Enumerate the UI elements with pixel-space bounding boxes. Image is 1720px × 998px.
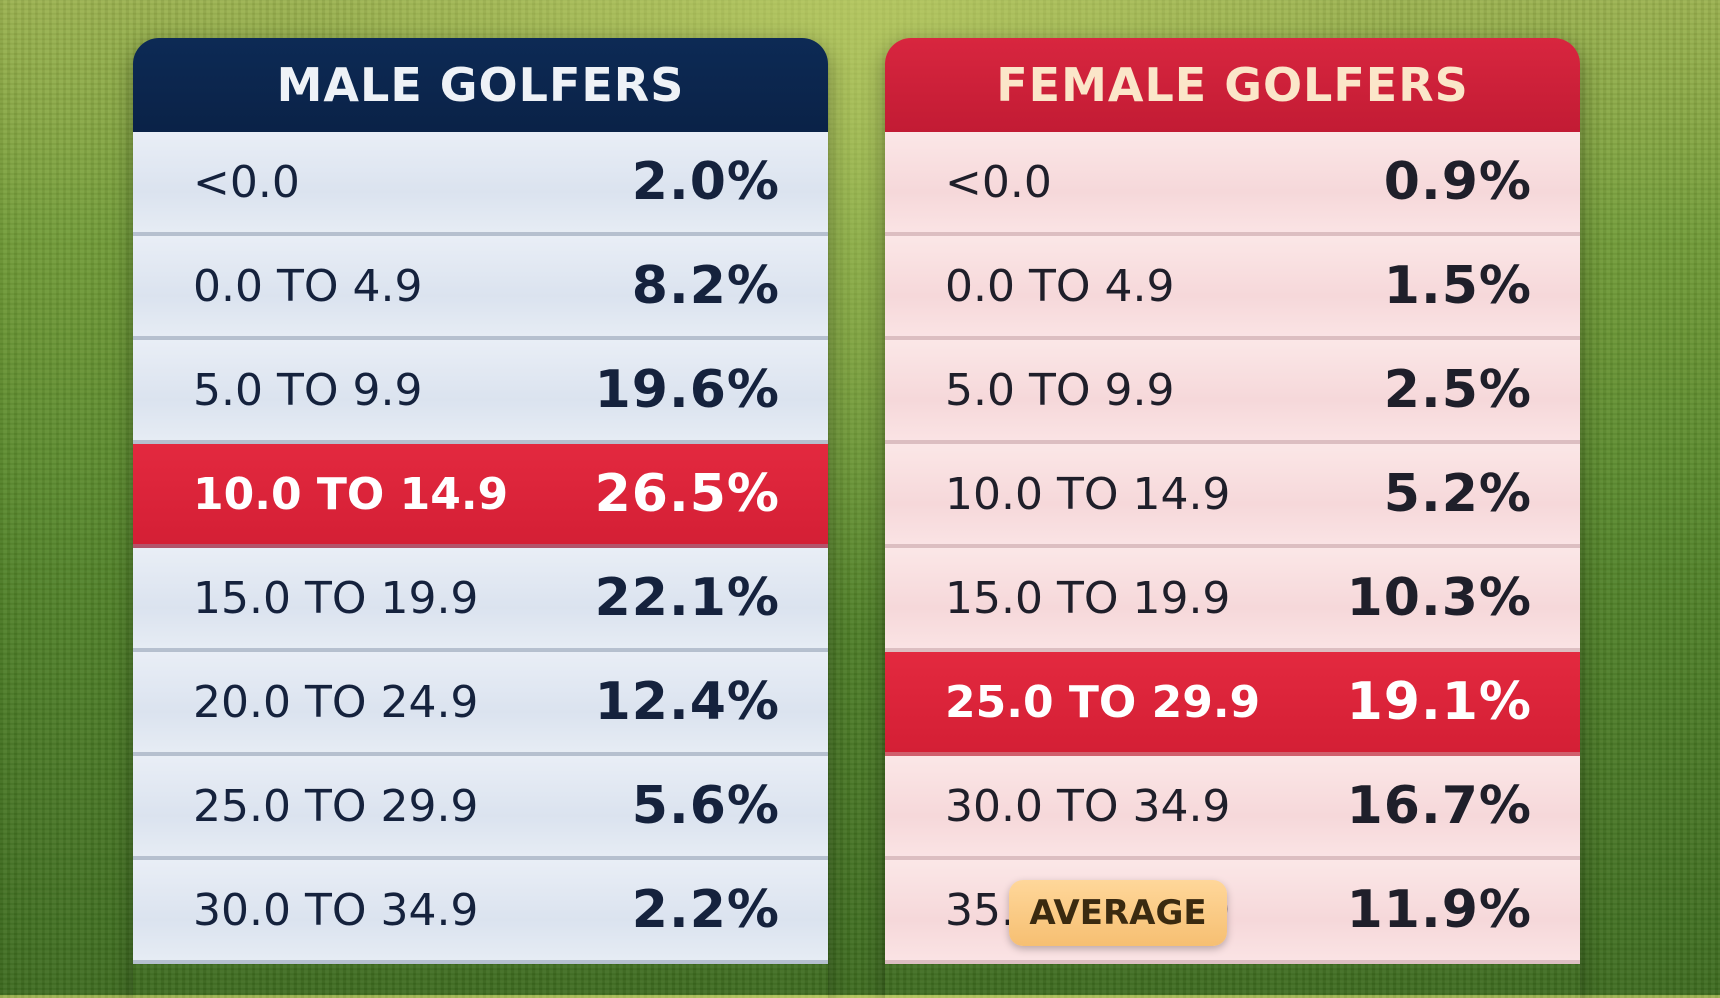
percent-value: 5.2% (1383, 464, 1532, 524)
handicap-range: 10.0 TO 14.9 (193, 468, 509, 520)
female-panel-title: FEMALE GOLFERS (885, 38, 1580, 132)
percent-value: 10.3% (1346, 568, 1532, 628)
handicap-range: 0.0 TO 4.9 (945, 260, 1175, 312)
percent-value: 12.4% (594, 672, 780, 732)
percent-value: 8.2% (631, 256, 780, 316)
handicap-range: 0.0 TO 4.9 (193, 260, 423, 312)
female-row: <0.0 0.9% (885, 132, 1580, 236)
male-rows: <0.0 2.0% 0.0 TO 4.9 8.2% 5.0 TO 9.9 19.… (133, 132, 828, 964)
male-row: 25.0 TO 29.9 5.6% (133, 756, 828, 860)
percent-value: 1.5% (1383, 256, 1532, 316)
male-row: <0.0 2.0% (133, 132, 828, 236)
female-row: 0.0 TO 4.9 1.5% (885, 236, 1580, 340)
female-rows: <0.0 0.9% 0.0 TO 4.9 1.5% 5.0 TO 9.9 2.5… (885, 132, 1580, 964)
handicap-range: <0.0 (193, 156, 300, 208)
female-row: 35.0 TO 39.9 11.9% (885, 860, 1580, 964)
female-golfers-panel: FEMALE GOLFERS <0.0 0.9% 0.0 TO 4.9 1.5%… (885, 38, 1580, 998)
male-row-highlighted: 10.0 TO 14.9 26.5% (133, 444, 828, 548)
handicap-range: 30.0 TO 34.9 (945, 780, 1231, 832)
percent-value: 22.1% (594, 568, 780, 628)
percent-value: 19.6% (594, 360, 780, 420)
percent-value: 26.5% (594, 464, 780, 524)
handicap-range: 20.0 TO 24.9 (193, 676, 479, 728)
average-badge: AVERAGE (1009, 880, 1227, 946)
male-panel-title: MALE GOLFERS (133, 38, 828, 132)
percent-value: 0.9% (1383, 152, 1532, 212)
percent-value: 2.2% (631, 880, 780, 940)
female-row-highlighted: 25.0 TO 29.9 19.1% (885, 652, 1580, 756)
handicap-range: 30.0 TO 34.9 (193, 884, 479, 936)
handicap-range: 25.0 TO 29.9 (193, 780, 479, 832)
handicap-range: 10.0 TO 14.9 (945, 468, 1231, 520)
male-golfers-panel: MALE GOLFERS <0.0 2.0% 0.0 TO 4.9 8.2% 5… (133, 38, 828, 998)
handicap-range: 15.0 TO 19.9 (193, 572, 479, 624)
handicap-range: <0.0 (945, 156, 1052, 208)
male-row: 20.0 TO 24.9 12.4% (133, 652, 828, 756)
female-row: 10.0 TO 14.9 5.2% (885, 444, 1580, 548)
handicap-range: 5.0 TO 9.9 (193, 364, 423, 416)
male-row: 15.0 TO 19.9 22.1% (133, 548, 828, 652)
male-row: 30.0 TO 34.9 2.2% (133, 860, 828, 964)
female-row: 15.0 TO 19.9 10.3% (885, 548, 1580, 652)
percent-value: 5.6% (631, 776, 780, 836)
percent-value: 2.0% (631, 152, 780, 212)
handicap-range: 5.0 TO 9.9 (945, 364, 1175, 416)
percent-value: 2.5% (1383, 360, 1532, 420)
percent-value: 11.9% (1346, 880, 1532, 940)
male-row: 0.0 TO 4.9 8.2% (133, 236, 828, 340)
percent-value: 19.1% (1346, 672, 1532, 732)
female-row: 5.0 TO 9.9 2.5% (885, 340, 1580, 444)
handicap-range: 15.0 TO 19.9 (945, 572, 1231, 624)
handicap-range: 25.0 TO 29.9 (945, 676, 1261, 728)
percent-value: 16.7% (1346, 776, 1532, 836)
male-row: 5.0 TO 9.9 19.6% (133, 340, 828, 444)
female-row: 30.0 TO 34.9 16.7% (885, 756, 1580, 860)
